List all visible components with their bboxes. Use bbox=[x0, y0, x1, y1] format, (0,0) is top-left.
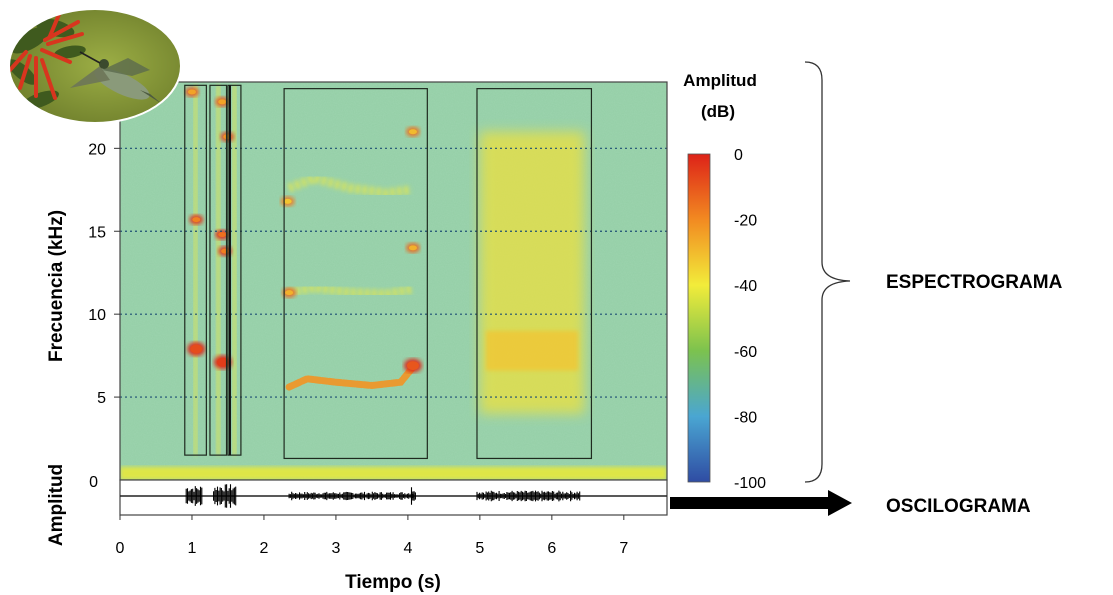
colorbar-tick-label: 0 bbox=[734, 147, 743, 164]
harmonic-trace bbox=[287, 173, 413, 198]
oscillogram-ticks: 0 bbox=[89, 474, 98, 491]
colorbar-title-line-1: Amplitud bbox=[683, 71, 757, 90]
colorbar-tick-label: -20 bbox=[734, 213, 757, 230]
x-axis-title: Tiempo (s) bbox=[345, 572, 441, 593]
time-tick-label: 1 bbox=[188, 540, 197, 557]
colorbar-tick-label: -100 bbox=[734, 475, 766, 492]
call-selection-box bbox=[184, 84, 207, 456]
amplitude-axis-title: Amplitud bbox=[46, 464, 67, 546]
call-selection-boxes bbox=[184, 84, 593, 460]
frequency-tick-label: 15 bbox=[88, 224, 106, 241]
time-tick-label: 6 bbox=[547, 540, 556, 557]
oscillogram-panel: 0 bbox=[89, 474, 668, 516]
energy-hotspot bbox=[406, 361, 419, 371]
time-tick-label: 4 bbox=[403, 540, 412, 557]
time-tick-label: 3 bbox=[331, 540, 340, 557]
call-selection-box bbox=[209, 84, 228, 456]
frequency-axis-title: Frecuencia (kHz) bbox=[46, 210, 67, 362]
time-tick-label: 7 bbox=[619, 540, 628, 557]
energy-hotspot bbox=[192, 217, 201, 223]
colorbar-tick-label: -80 bbox=[734, 409, 757, 426]
spectrogram-texture bbox=[120, 82, 667, 480]
energy-hotspot bbox=[218, 232, 227, 238]
time-tick-label: 0 bbox=[116, 540, 125, 557]
oscillogram-arrow bbox=[670, 490, 852, 516]
waveform-burst bbox=[288, 491, 415, 501]
harmonic-trace bbox=[288, 283, 413, 299]
frequency-ticks: 5 10 15 20 bbox=[88, 141, 120, 407]
colorbar-ticks: 0 -20 -40 -60 -80 -100 bbox=[734, 147, 766, 492]
frequency-tick-label: 10 bbox=[88, 307, 106, 324]
energy-hotspot bbox=[285, 290, 294, 296]
call-selection-box bbox=[227, 84, 242, 456]
spectrogram-panel: 5 10 15 20 bbox=[88, 81, 668, 481]
waveform-burst bbox=[410, 487, 416, 505]
spectrogram-gridlines bbox=[120, 147, 667, 398]
waveform-burst bbox=[185, 486, 203, 506]
amplitude-tick-label: 0 bbox=[89, 474, 98, 491]
waveform-burst bbox=[213, 484, 237, 508]
broadband-peak-band bbox=[485, 330, 579, 371]
click-trace bbox=[216, 85, 221, 456]
spectrogram-label: ESPECTROGRAMA bbox=[886, 272, 1063, 293]
waveform-burst bbox=[476, 490, 581, 502]
hummingbird-photo bbox=[8, 8, 182, 124]
energy-hotspot bbox=[218, 99, 227, 105]
call-selection-box bbox=[283, 88, 428, 460]
energy-hotspot bbox=[408, 129, 417, 135]
click-trace bbox=[193, 85, 198, 456]
frequency-tick-label: 20 bbox=[88, 141, 106, 158]
call-selection-box bbox=[476, 88, 593, 460]
x-axis: 0 1 2 3 4 5 6 7 bbox=[116, 515, 628, 557]
oscillogram-waveform bbox=[185, 484, 581, 508]
time-tick-label: 2 bbox=[259, 540, 268, 557]
spectrogram-brace bbox=[804, 61, 851, 483]
energy-hotspot bbox=[187, 89, 196, 95]
click-trace bbox=[232, 85, 237, 456]
energy-hotspot bbox=[408, 245, 417, 251]
energy-hotspot bbox=[190, 344, 203, 354]
colorbar-gradient bbox=[687, 153, 711, 483]
whistle-trace bbox=[285, 363, 417, 391]
frequency-tick-label: 5 bbox=[97, 390, 106, 407]
colorbar-tick-label: -60 bbox=[734, 344, 757, 361]
time-tick-label: 5 bbox=[475, 540, 484, 557]
colorbar-title-line-2: (dB) bbox=[701, 102, 735, 121]
energy-hotspot bbox=[216, 357, 229, 367]
energy-hotspot bbox=[283, 198, 292, 204]
oscillogram-label: OSCILOGRAMA bbox=[886, 496, 1031, 517]
colorbar: Amplitud (dB) 0 -20 -40 -60 -80 -100 bbox=[683, 71, 766, 492]
colorbar-tick-label: -40 bbox=[734, 278, 757, 295]
broadband-noise-band bbox=[479, 131, 585, 414]
low-frequency-noise bbox=[120, 466, 667, 480]
